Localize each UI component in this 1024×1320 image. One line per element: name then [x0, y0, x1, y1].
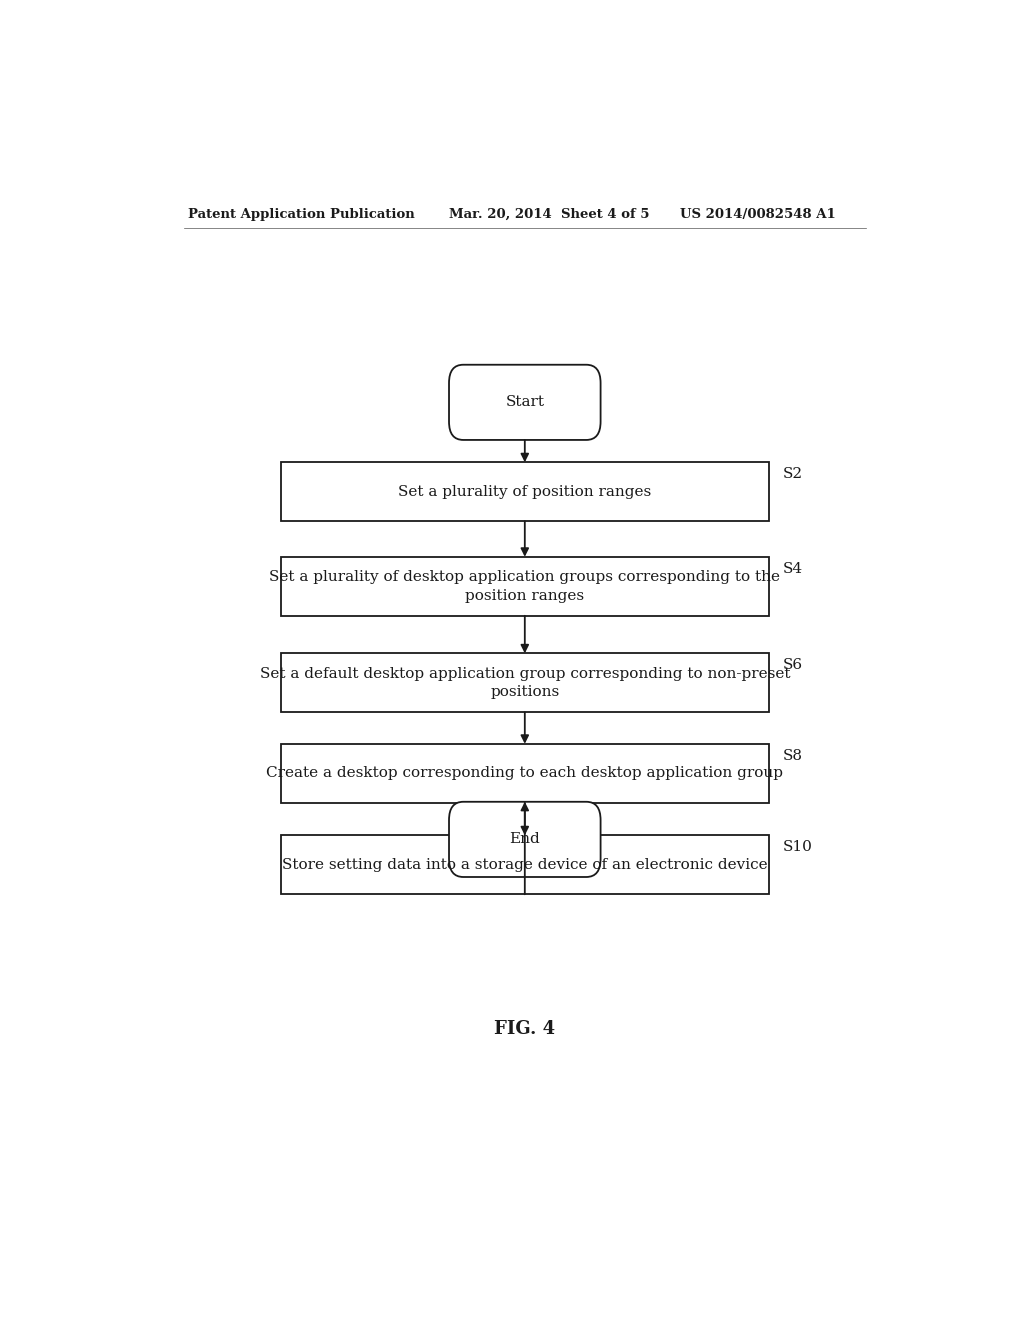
- Text: Start: Start: [505, 395, 545, 409]
- Text: Patent Application Publication: Patent Application Publication: [187, 207, 415, 220]
- Text: S8: S8: [783, 748, 803, 763]
- Text: S2: S2: [783, 467, 803, 482]
- Text: Set a default desktop application group corresponding to non-preset
positions: Set a default desktop application group …: [259, 667, 791, 700]
- Text: S10: S10: [783, 841, 813, 854]
- FancyBboxPatch shape: [281, 557, 769, 616]
- Text: S4: S4: [783, 562, 803, 576]
- Text: US 2014/0082548 A1: US 2014/0082548 A1: [680, 207, 836, 220]
- Text: Store setting data into a storage device of an electronic device: Store setting data into a storage device…: [282, 858, 768, 871]
- Text: S6: S6: [783, 659, 803, 672]
- Text: FIG. 4: FIG. 4: [495, 1020, 555, 1039]
- FancyBboxPatch shape: [281, 836, 769, 894]
- FancyBboxPatch shape: [449, 801, 601, 876]
- FancyBboxPatch shape: [449, 364, 601, 440]
- Text: End: End: [509, 833, 541, 846]
- FancyBboxPatch shape: [281, 744, 769, 803]
- Text: Set a plurality of position ranges: Set a plurality of position ranges: [398, 484, 651, 499]
- Text: Create a desktop corresponding to each desktop application group: Create a desktop corresponding to each d…: [266, 767, 783, 780]
- FancyBboxPatch shape: [281, 653, 769, 713]
- Text: Mar. 20, 2014  Sheet 4 of 5: Mar. 20, 2014 Sheet 4 of 5: [450, 207, 650, 220]
- FancyBboxPatch shape: [281, 462, 769, 521]
- Text: Set a plurality of desktop application groups corresponding to the
position rang: Set a plurality of desktop application g…: [269, 570, 780, 602]
